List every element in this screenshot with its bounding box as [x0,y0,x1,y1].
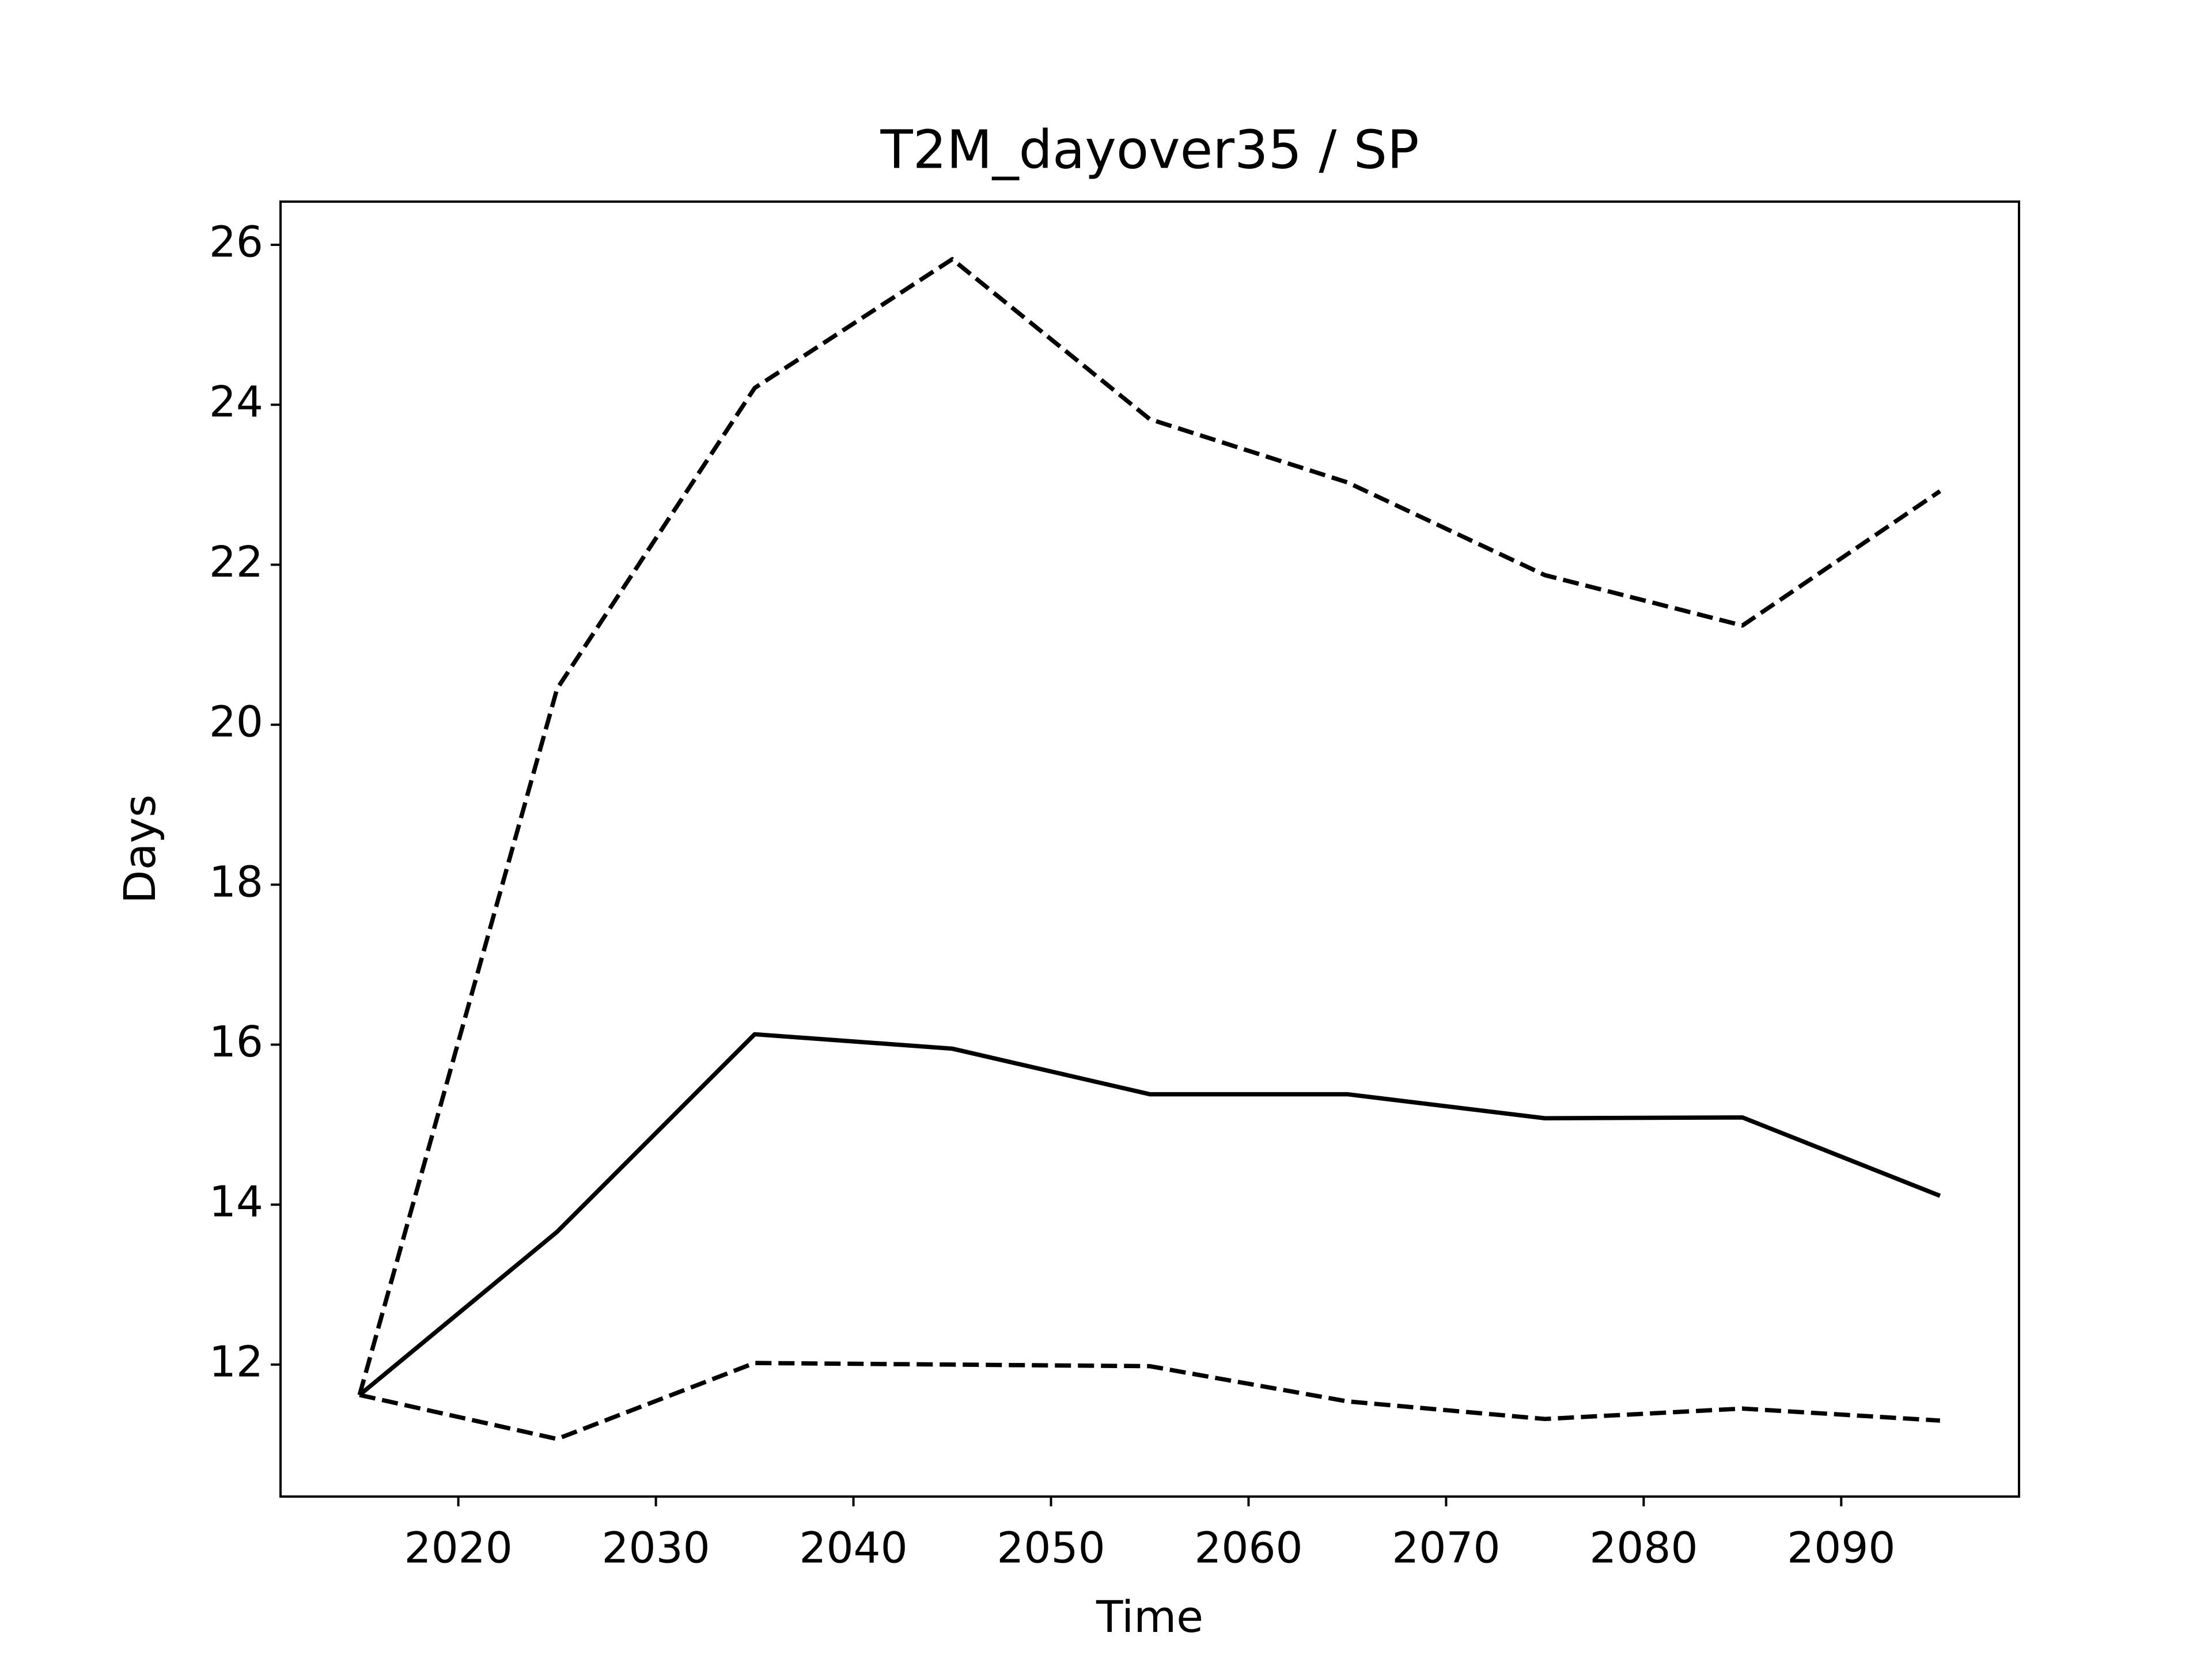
chart-title: T2M_dayover35 / SP [880,119,1419,180]
x-tick-label: 2030 [601,1524,710,1573]
x-tick-label: 2020 [404,1524,512,1573]
y-tick-label: 16 [209,1017,263,1067]
line-series [359,1361,1941,1441]
y-axis-label: Days [114,794,165,904]
x-tick-label: 2070 [1392,1524,1500,1573]
y-tick-label: 22 [209,537,263,587]
y-tick-label: 12 [209,1337,263,1387]
x-tick-label: 2090 [1787,1524,1895,1573]
y-tick-label: 18 [209,857,263,907]
x-tick-label: 2060 [1194,1524,1302,1573]
x-tick-label: 2050 [997,1524,1105,1573]
y-tick-label: 14 [209,1177,263,1227]
y-tick-label: 20 [209,698,263,747]
x-tick-label: 2080 [1589,1524,1698,1573]
y-tick-label: 26 [209,217,263,267]
line-series [357,257,1941,1396]
plot-frame [279,200,2020,1498]
line-series [358,1032,1941,1397]
x-tick-label: 2040 [799,1524,907,1573]
x-axis-label: Time [1096,1591,1203,1642]
y-tick-label: 24 [209,377,263,427]
